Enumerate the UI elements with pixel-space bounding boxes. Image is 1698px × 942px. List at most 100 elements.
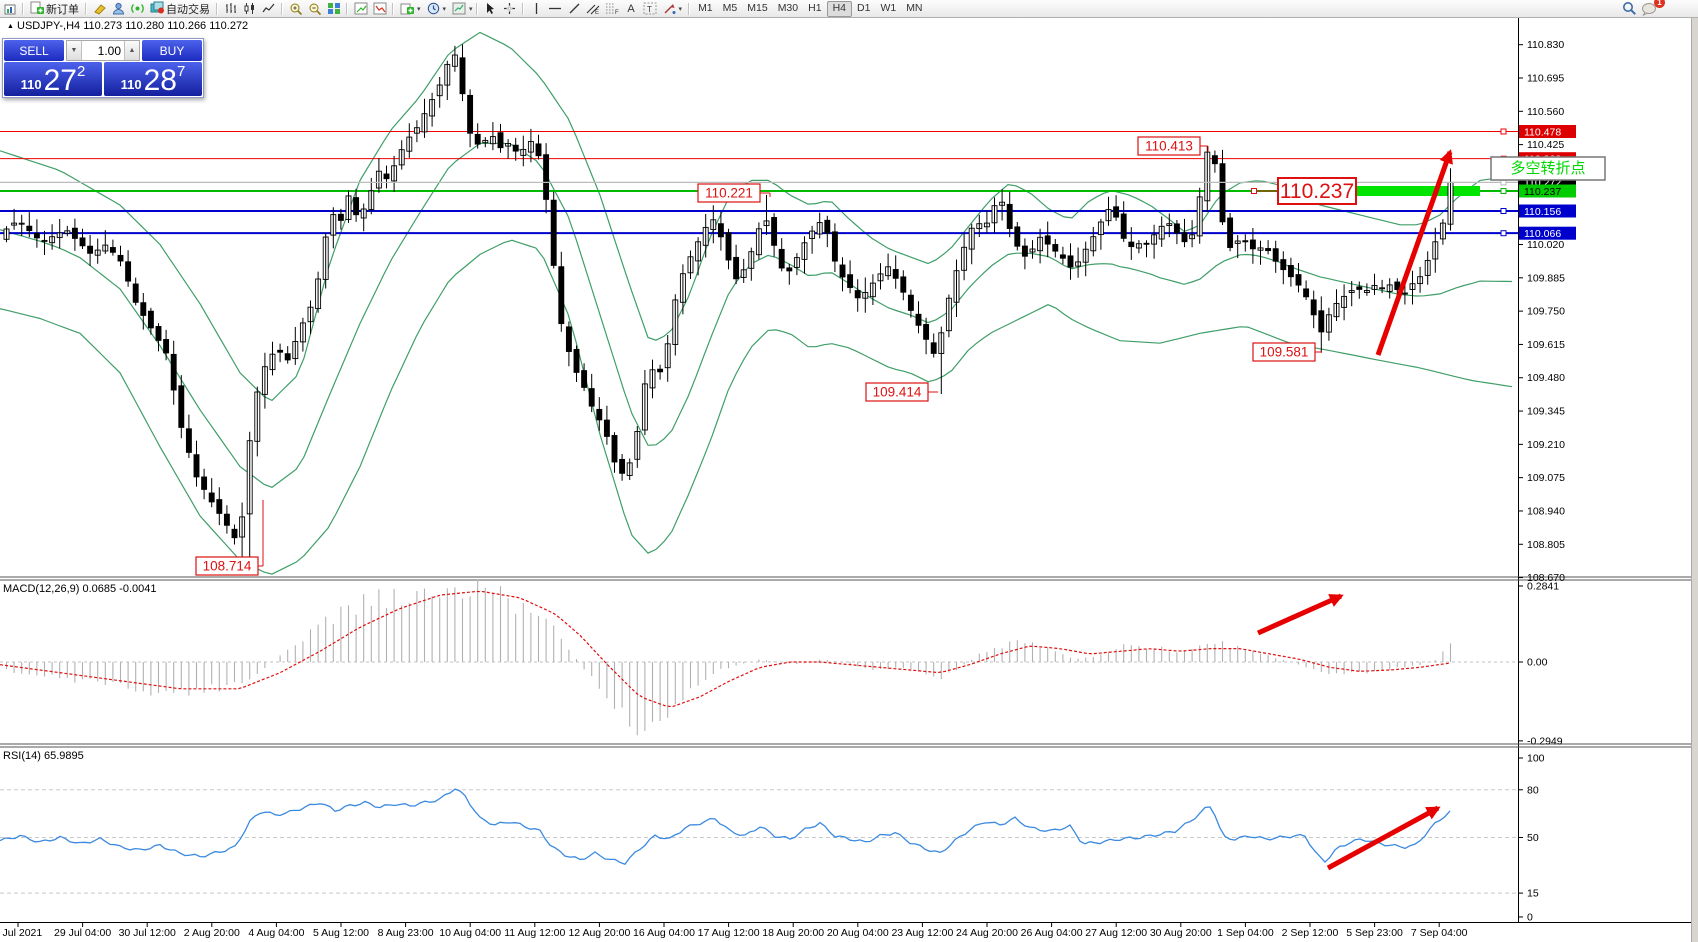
trend-arrow[interactable] [1256, 593, 1344, 636]
axis-label: 110.695 [1527, 73, 1564, 85]
svg-text:E: E [595, 10, 599, 15]
channel-tool-icon[interactable]: E [584, 1, 603, 16]
trend-arrow[interactable] [1326, 805, 1441, 871]
macd-indicator-label: MACD(12,26,9) 0.0685 -0.0041 [3, 583, 157, 595]
sell-price-base: 110 [20, 77, 42, 92]
new-order-icon [30, 1, 44, 17]
price-badge: 110.156 [1519, 204, 1576, 218]
axis-label: 109.075 [1527, 472, 1565, 484]
svg-text:F: F [615, 10, 619, 15]
timeframe-button-h4[interactable]: H4 [826, 0, 852, 17]
zoom-out-icon[interactable] [305, 1, 324, 16]
axis-label: 0.2841 [1527, 581, 1559, 593]
timeframe-toolbar: M1 M5 M15 M30 H1 H4 D1 W1 MN [693, 0, 927, 17]
chart-window-icon[interactable] [0, 1, 19, 16]
window-edge [1691, 17, 1698, 942]
text-tool-icon[interactable]: A [627, 2, 635, 15]
vertical-line-tool-icon[interactable] [527, 1, 546, 16]
trend-arrow[interactable] [1375, 149, 1453, 356]
label-tool-icon[interactable]: T [641, 1, 660, 16]
rsi-line [0, 788, 1451, 865]
add-indicator-button[interactable]: ▾ [397, 1, 424, 16]
horizontal-line-tool-icon[interactable] [546, 1, 565, 16]
volume-down-button[interactable]: ▼ [67, 41, 82, 60]
line-handle[interactable] [1500, 230, 1507, 237]
trendline-tool-icon[interactable] [565, 1, 584, 16]
toolbar-separator [392, 2, 394, 15]
line-handle[interactable] [1500, 188, 1507, 194]
price-callout[interactable]: 109.414 [865, 382, 938, 402]
sell-button[interactable]: SELL [4, 40, 64, 61]
time-tick-label: 8 Aug 23:00 [378, 927, 434, 939]
price-callout[interactable]: 109.581 [1252, 342, 1322, 362]
highlight-bar[interactable] [1344, 186, 1480, 196]
time-tick-label: 18 Aug 20:00 [762, 927, 824, 939]
axis-label: 109.480 [1527, 372, 1565, 384]
line-handle[interactable] [1500, 208, 1507, 214]
timeframe-button-m15[interactable]: M15 [747, 1, 768, 14]
time-tick-label: 11 Aug 12:00 [504, 927, 565, 939]
macd-histogram [0, 579, 1452, 736]
price-callout[interactable]: 110.221 [697, 183, 771, 203]
timeframe-button-m5[interactable]: M5 [722, 1, 738, 14]
template-icon[interactable] [449, 1, 468, 16]
toolbar-separator [216, 2, 218, 15]
arrows-tool-button[interactable]: ▾ [660, 1, 686, 16]
indicator-window-icon[interactable] [351, 1, 370, 16]
one-click-trading-panel: SELL ▼ 1.00 ▲ BUY 110 27 2 110 28 7 [2, 38, 204, 98]
annotation-label[interactable]: 多空转折点 [1490, 156, 1606, 181]
bar-chart-mode-icon[interactable] [221, 1, 240, 16]
signal-icon[interactable] [128, 1, 147, 16]
timeframe-button-m1[interactable]: M1 [698, 1, 713, 14]
toolbar-separator [85, 2, 87, 15]
auto-trading-button[interactable]: 自动交易 [147, 1, 213, 16]
symbol-ohlc-line: ▲ USDJPY-,H4 110.273 110.280 110.266 110… [7, 20, 248, 32]
price-callout[interactable]: 110.237 [1251, 177, 1357, 205]
time-tick-label: 12 Aug 20:00 [568, 927, 630, 939]
volume-value[interactable]: 1.00 [97, 43, 121, 58]
price-callout[interactable]: 108.714 [195, 500, 264, 576]
time-tick-label: 27 Aug 12:00 [1085, 927, 1147, 939]
notifications-button[interactable]: 1 [1639, 0, 1665, 16]
toolbar-separator [346, 2, 348, 15]
line-chart-mode-icon[interactable] [259, 1, 278, 16]
timeframe-button-m30[interactable]: M30 [777, 1, 799, 14]
cursor-tool-icon[interactable] [481, 1, 500, 16]
timeframe-button-h1[interactable]: H1 [808, 1, 822, 14]
dropdown-caret-icon[interactable]: ▾ [469, 5, 473, 13]
timeframe-button-d1[interactable]: D1 [857, 1, 871, 14]
price-badge: 110.066 [1519, 226, 1576, 240]
timeframe-button-mn[interactable]: MN [906, 1, 923, 14]
line-handle[interactable] [1500, 128, 1507, 135]
axis-label: 50 [1527, 832, 1539, 844]
buy-price-button[interactable]: 110 28 7 [104, 62, 202, 96]
new-order-button[interactable]: 新订单 [27, 1, 82, 16]
crosshair-tool-icon[interactable] [500, 1, 519, 16]
buy-button[interactable]: BUY [142, 40, 202, 61]
timeframe-button-w1[interactable]: W1 [880, 1, 897, 14]
period-button[interactable]: ▾ [424, 1, 450, 16]
search-icon[interactable] [1620, 1, 1639, 16]
time-tick-label: 7 Sep 04:00 [1411, 927, 1468, 939]
zoom-in-icon[interactable] [286, 1, 305, 16]
time-tick-label: 26 Aug 04:00 [1021, 927, 1083, 939]
fibonacci-tool-icon[interactable]: F [603, 1, 622, 16]
svg-text:110.066: 110.066 [1524, 228, 1561, 240]
time-axis[interactable]: 7 Jul 2021 29 Jul 04:00 30 Jul 12:00 2 Aug … [0, 922, 1468, 940]
chat-icon [1641, 2, 1656, 16]
candlestick-mode-icon[interactable] [240, 1, 259, 16]
time-tick-label: 29 Jul 04:00 [54, 927, 111, 939]
profile-icon[interactable] [109, 1, 128, 16]
dropdown-caret-icon: ▾ [417, 5, 421, 13]
toolbar-separator [475, 2, 478, 15]
sell-price-button[interactable]: 110 27 2 [4, 62, 102, 96]
price-callout[interactable]: 110.413 [1137, 136, 1209, 156]
time-tick-label: 5 Aug 12:00 [313, 927, 369, 939]
axis-label: 80 [1527, 784, 1539, 796]
tile-windows-icon[interactable] [324, 1, 343, 16]
volume-up-button[interactable]: ▲ [124, 41, 139, 60]
indicator-window-icon[interactable] [370, 1, 389, 16]
eraser-icon[interactable] [90, 1, 109, 16]
